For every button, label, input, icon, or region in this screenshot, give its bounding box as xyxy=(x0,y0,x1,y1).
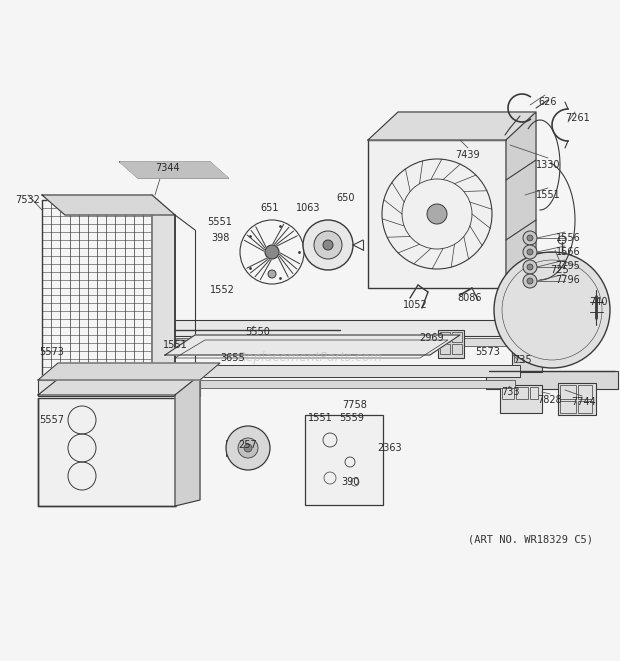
Bar xyxy=(226,440,234,456)
Circle shape xyxy=(494,252,610,368)
Circle shape xyxy=(314,231,342,259)
Text: 2363: 2363 xyxy=(378,443,402,453)
Text: 651: 651 xyxy=(261,203,279,213)
Text: 7795: 7795 xyxy=(556,261,580,271)
Bar xyxy=(38,398,176,506)
Polygon shape xyxy=(506,112,536,288)
Circle shape xyxy=(523,274,537,288)
Bar xyxy=(558,383,596,415)
Text: 733: 733 xyxy=(501,387,520,397)
Polygon shape xyxy=(38,375,200,395)
Bar xyxy=(578,385,592,399)
Text: 5559: 5559 xyxy=(340,413,365,423)
Text: 1556: 1556 xyxy=(556,233,580,243)
Text: 725: 725 xyxy=(551,265,569,275)
Circle shape xyxy=(238,438,258,458)
Text: 5551: 5551 xyxy=(208,217,232,227)
Bar xyxy=(452,332,462,342)
Text: 7532: 7532 xyxy=(16,195,40,205)
Text: 626: 626 xyxy=(539,97,557,107)
Bar xyxy=(560,401,576,413)
Circle shape xyxy=(527,249,533,255)
Text: 398: 398 xyxy=(211,233,229,243)
Circle shape xyxy=(303,220,353,270)
Text: 735: 735 xyxy=(513,355,531,365)
Circle shape xyxy=(527,235,533,241)
Text: 5573: 5573 xyxy=(40,347,64,357)
Text: 3655: 3655 xyxy=(221,353,246,363)
Text: 1551: 1551 xyxy=(162,340,187,350)
Text: (ART NO. WR18329 C5): (ART NO. WR18329 C5) xyxy=(467,535,593,545)
Text: 2969: 2969 xyxy=(420,333,445,343)
Bar xyxy=(500,385,542,413)
Bar xyxy=(516,387,528,399)
Circle shape xyxy=(323,240,333,250)
Bar xyxy=(440,344,450,354)
Bar xyxy=(512,352,542,372)
Text: 7261: 7261 xyxy=(565,113,590,123)
Text: 1063: 1063 xyxy=(296,203,321,213)
Text: 1330: 1330 xyxy=(536,160,560,170)
Bar xyxy=(526,354,536,362)
Bar xyxy=(486,371,618,389)
Polygon shape xyxy=(165,335,460,355)
Text: 1551: 1551 xyxy=(308,413,332,423)
Bar xyxy=(560,385,576,399)
Text: 7828: 7828 xyxy=(538,395,562,405)
Bar xyxy=(514,354,524,362)
Text: 7796: 7796 xyxy=(556,275,580,285)
Text: 7344: 7344 xyxy=(156,163,180,173)
Text: 257: 257 xyxy=(239,440,257,450)
Bar xyxy=(452,344,462,354)
Circle shape xyxy=(265,245,279,259)
Circle shape xyxy=(527,264,533,270)
Bar xyxy=(530,387,538,399)
Polygon shape xyxy=(368,112,536,140)
Circle shape xyxy=(523,231,537,245)
Circle shape xyxy=(523,245,537,259)
Text: 5573: 5573 xyxy=(476,347,500,357)
Bar xyxy=(38,380,200,396)
Bar xyxy=(578,401,592,413)
Polygon shape xyxy=(152,195,175,385)
Text: 1566: 1566 xyxy=(556,247,580,257)
Polygon shape xyxy=(120,162,228,178)
Text: ReplacementParts.com: ReplacementParts.com xyxy=(237,352,383,364)
Text: 1052: 1052 xyxy=(402,300,427,310)
Polygon shape xyxy=(175,375,200,506)
Text: 7744: 7744 xyxy=(572,397,596,407)
Text: 7439: 7439 xyxy=(456,150,480,160)
Bar xyxy=(175,365,520,377)
Circle shape xyxy=(226,426,270,470)
Text: 1551: 1551 xyxy=(536,190,560,200)
Circle shape xyxy=(523,260,537,274)
Bar xyxy=(438,330,464,358)
Circle shape xyxy=(268,270,276,278)
Bar xyxy=(175,380,515,388)
Polygon shape xyxy=(38,363,220,380)
Circle shape xyxy=(244,444,252,452)
Bar xyxy=(368,140,506,288)
Text: 5557: 5557 xyxy=(40,415,64,425)
Circle shape xyxy=(527,278,533,284)
Text: 650: 650 xyxy=(337,193,355,203)
Text: 740: 740 xyxy=(589,297,607,307)
Bar xyxy=(165,320,530,336)
Text: 390: 390 xyxy=(341,477,359,487)
Bar xyxy=(165,338,530,346)
Text: 8086: 8086 xyxy=(458,293,482,303)
Text: 1552: 1552 xyxy=(210,285,234,295)
Text: 7758: 7758 xyxy=(343,400,368,410)
Bar xyxy=(502,387,514,399)
Polygon shape xyxy=(42,195,175,215)
Circle shape xyxy=(427,204,447,224)
Bar xyxy=(440,332,450,342)
Text: 5550: 5550 xyxy=(246,327,270,337)
Bar xyxy=(305,415,383,505)
